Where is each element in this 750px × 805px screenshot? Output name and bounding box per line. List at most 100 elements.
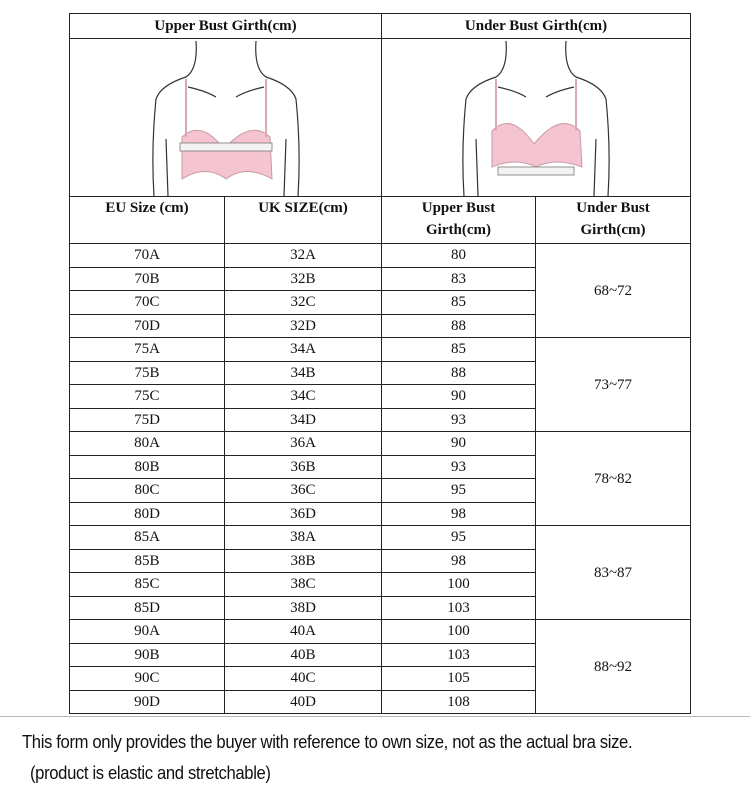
column-header-row: EU Size (cm) UK SIZE(cm) Upper Bust Girth… [69,196,691,244]
uk-size-header: UK SIZE(cm) [224,196,382,244]
under-bust-column-header: Under Bust Girth(cm) [535,196,691,244]
under-bust-range-cell: 78~82 [535,431,691,526]
uk-size-cell: 40B [224,642,382,667]
eu-size-cell: 70A [69,243,225,268]
table-row: 70B 32B 83 [69,266,691,291]
upper-bust-figure-icon [151,40,300,196]
table-row: 85A 38A 95 83~87 [69,525,691,620]
upper-bust-cell: 103 [381,642,536,667]
upper-bust-cell: 88 [381,313,536,338]
upper-bust-header-line1: Upper Bust [421,200,496,216]
eu-size-cell: 75B [69,360,225,385]
uk-size-cell: 32A [224,243,382,268]
table-row: 75D 34D 93 [69,407,691,432]
eu-size-cell: 85A [69,525,225,550]
under-bust-range-cell: 83~87 [535,525,691,620]
disclaimer-note: This form only provides the buyer with r… [22,731,633,752]
table-row: 75C 34C 90 [69,384,691,409]
uk-size-cell: 34C [224,384,382,409]
divider [0,716,750,717]
upper-bust-cell: 88 [381,360,536,385]
table-row: 90A 40A 100 88~92 [69,619,691,714]
table-row: 70C 32C 85 [69,290,691,315]
uk-size-cell: 32D [224,313,382,338]
uk-size-cell: 32B [224,266,382,291]
eu-size-header: EU Size (cm) [69,196,225,244]
eu-size-cell: 85C [69,572,225,597]
table-row: 80B 36B 93 [69,454,691,479]
uk-size-cell: 36D [224,501,382,526]
table-row: 85C 38C 100 [69,572,691,597]
size-chart-table: Upper Bust Girth(cm) Under Bust Girth(cm… [69,13,691,714]
table-row: 70A 32A 80 68~72 [69,243,691,338]
upper-bust-cell: 103 [381,595,536,620]
table-row: 70D 32D 88 [69,313,691,338]
upper-bust-header: Upper Bust Girth(cm) [69,13,382,39]
upper-bust-column-header: Upper Bust Girth(cm) [381,196,536,244]
eu-size-cell: 75A [69,337,225,362]
table-row: 80C 36C 95 [69,478,691,503]
eu-size-cell: 80D [69,501,225,526]
uk-size-cell: 36C [224,478,382,503]
table-row: 75B 34B 88 [69,360,691,385]
upper-bust-cell: 95 [381,478,536,503]
eu-size-cell: 70C [69,290,225,315]
uk-size-cell: 32C [224,290,382,315]
upper-bust-cell: 93 [381,454,536,479]
eu-size-cell: 75C [69,384,225,409]
table-row: 85B 38B 98 [69,548,691,573]
eu-size-cell: 90B [69,642,225,667]
eu-size-cell: 80C [69,478,225,503]
eu-size-cell: 85D [69,595,225,620]
uk-size-cell: 38A [224,525,382,550]
under-bust-header-line1: Under Bust [576,200,650,216]
eu-size-cell: 90D [69,689,225,714]
table-row: 80A 36A 90 78~82 [69,431,691,526]
upper-bust-cell: 100 [381,572,536,597]
uk-size-cell: 38B [224,548,382,573]
elastic-note: (product is elastic and stretchable) [30,762,271,783]
uk-size-cell: 38C [224,572,382,597]
upper-bust-cell: 100 [381,619,536,644]
uk-size-cell: 38D [224,595,382,620]
eu-size-cell: 75D [69,407,225,432]
eu-size-cell: 70B [69,266,225,291]
upper-bust-cell: 83 [381,266,536,291]
header-row: Upper Bust Girth(cm) Under Bust Girth(cm… [69,13,691,39]
uk-size-cell: 40D [224,689,382,714]
under-bust-range-cell: 73~77 [535,337,691,432]
table-row: 90D 40D 108 [69,689,691,714]
upper-bust-cell: 80 [381,243,536,268]
upper-bust-cell: 85 [381,337,536,362]
upper-bust-cell: 105 [381,666,536,691]
under-bust-figure-icon [462,40,610,196]
eu-size-cell: 85B [69,548,225,573]
upper-bust-cell: 85 [381,290,536,315]
upper-bust-cell: 108 [381,689,536,714]
upper-bust-cell: 90 [381,384,536,409]
uk-size-cell: 40A [224,619,382,644]
uk-size-cell: 34B [224,360,382,385]
upper-bust-cell: 98 [381,548,536,573]
uk-size-cell: 34A [224,337,382,362]
under-bust-range-cell: 88~92 [535,619,691,714]
upper-bust-header-line2: Girth(cm) [426,222,491,238]
under-bust-range-cell: 68~72 [535,243,691,338]
upper-bust-cell: 98 [381,501,536,526]
eu-size-cell: 80B [69,454,225,479]
table-row: 80D 36D 98 [69,501,691,526]
under-bust-illustration [381,38,691,197]
upper-bust-illustration [69,38,382,197]
upper-bust-cell: 90 [381,431,536,456]
uk-size-cell: 34D [224,407,382,432]
eu-size-cell: 90C [69,666,225,691]
table-row: 75A 34A 85 73~77 [69,337,691,432]
upper-bust-cell: 95 [381,525,536,550]
eu-size-cell: 70D [69,313,225,338]
upper-bust-cell: 93 [381,407,536,432]
uk-size-cell: 36A [224,431,382,456]
under-bust-header-line2: Girth(cm) [580,222,646,238]
uk-size-cell: 40C [224,666,382,691]
eu-size-cell: 80A [69,431,225,456]
under-bust-header: Under Bust Girth(cm) [381,13,691,39]
